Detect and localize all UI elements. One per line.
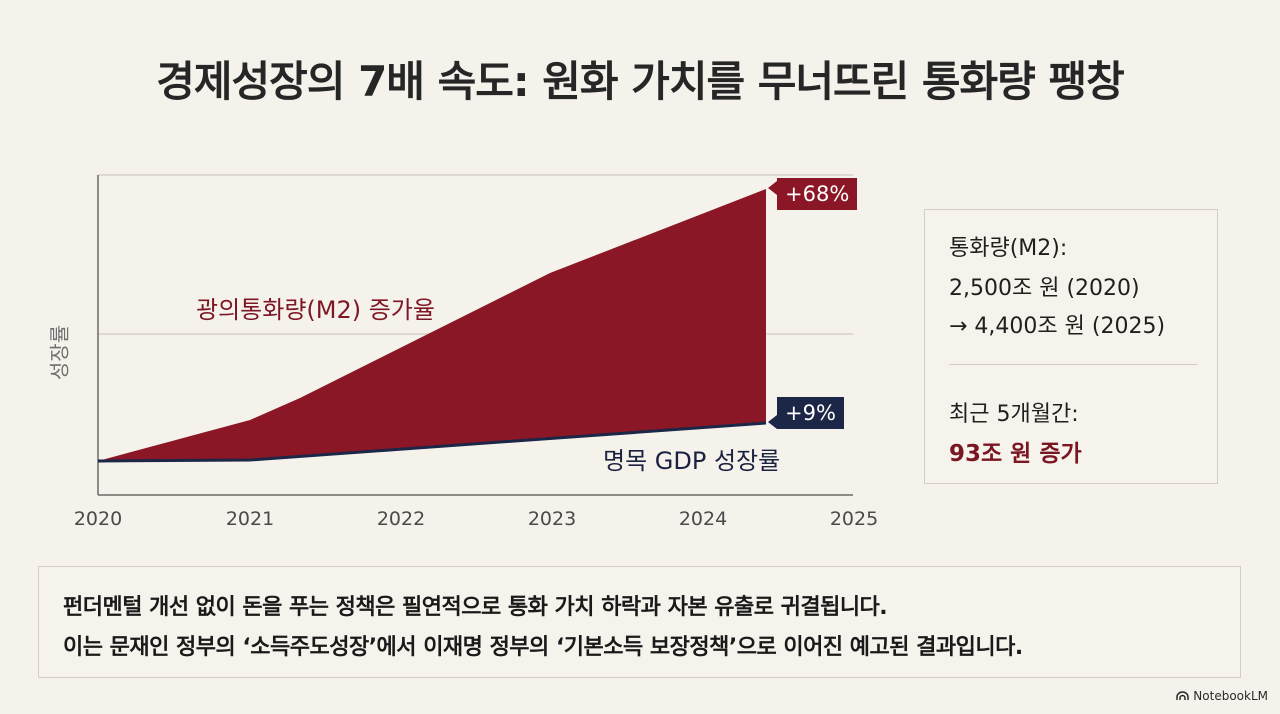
- area-chart: 성장률 2020 2021 2022 2023 2024 2025 광의통화량(…: [47, 174, 879, 530]
- info-m2-2020: 2,500조 원 (2020): [949, 276, 1140, 301]
- gdp-callout-badge: +9%: [768, 397, 844, 429]
- info-box: 통화량(M2): 2,500조 원 (2020) → 4,400조 원 (202…: [924, 209, 1218, 484]
- info-m2-title: 통화량(M2):: [949, 236, 1068, 261]
- brand-name: NotebookLM: [1193, 689, 1268, 703]
- chart-plot: [97, 174, 853, 496]
- info-m2-2025: → 4,400조 원 (2025): [949, 314, 1166, 339]
- x-tick-2023: 2023: [527, 508, 577, 530]
- note-line-2: 이는 문재인 정부의 ‘소득주도성장’에서 이재명 정부의 ‘기본소득 보장정책…: [63, 635, 1023, 660]
- info-divider: [949, 364, 1197, 365]
- x-tick-2024: 2024: [678, 508, 728, 530]
- notebooklm-logo-icon: [1176, 691, 1190, 700]
- m2-series-label: 광의통화량(M2) 증가율: [196, 296, 435, 324]
- m2-area: [98, 189, 766, 461]
- note-box: 펀더멘털 개선 없이 돈을 푸는 정책은 필연적으로 통화 가치 하락과 자본 …: [38, 566, 1241, 678]
- x-tick-2022: 2022: [376, 508, 426, 530]
- gdp-series-label: 명목 GDP 성장률: [603, 447, 781, 475]
- x-tick-2025: 2025: [829, 508, 879, 530]
- x-tick-2021: 2021: [225, 508, 275, 530]
- info-recent-value: 93조 원 증가: [949, 441, 1082, 467]
- page-title: 경제성장의 7배 속도: 원화 가치를 무너뜨린 통화량 팽창: [156, 57, 1124, 106]
- m2-callout-badge: +68%: [767, 178, 858, 210]
- y-axis-label: 성장률: [47, 324, 72, 381]
- info-recent-label: 최근 5개월간:: [949, 402, 1079, 427]
- gdp-line: [97, 421, 767, 463]
- x-tick-2020: 2020: [73, 508, 123, 530]
- brand-watermark: NotebookLM: [1176, 689, 1268, 703]
- note-line-1: 펀더멘털 개선 없이 돈을 푸는 정책은 필연적으로 통화 가치 하락과 자본 …: [63, 595, 888, 620]
